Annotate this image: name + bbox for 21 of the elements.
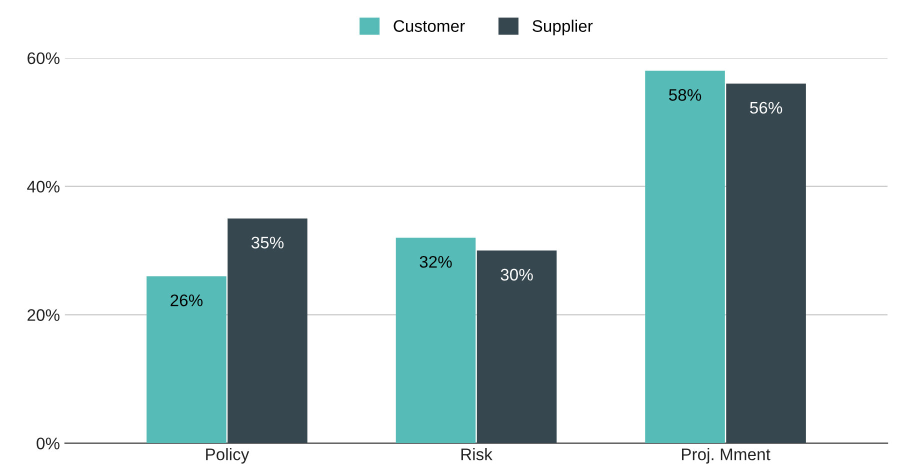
data-label: 35% [251,236,284,248]
data-label: 56% [750,102,782,114]
legend-label: Supplier [532,20,593,36]
bar [645,70,725,444]
y-tick-label: 40% [27,180,60,193]
x-tick-label: Risk [461,448,492,460]
data-label: 32% [420,256,452,268]
x-tick-label: Policy [206,448,250,464]
bar [476,250,557,444]
bar [146,276,226,444]
x-tick-label: Proj. Mment [682,448,770,464]
legend-label: Customer [394,20,465,32]
y-tick-label: 20% [28,309,60,321]
data-label: 30% [500,268,533,281]
y-tick-label: 60% [28,52,60,64]
data-label: 26% [170,294,203,306]
bar [726,84,806,444]
bar [396,238,476,444]
data-label: 58% [669,89,702,101]
y-tick-label: 0% [36,438,60,450]
bar [228,218,308,444]
